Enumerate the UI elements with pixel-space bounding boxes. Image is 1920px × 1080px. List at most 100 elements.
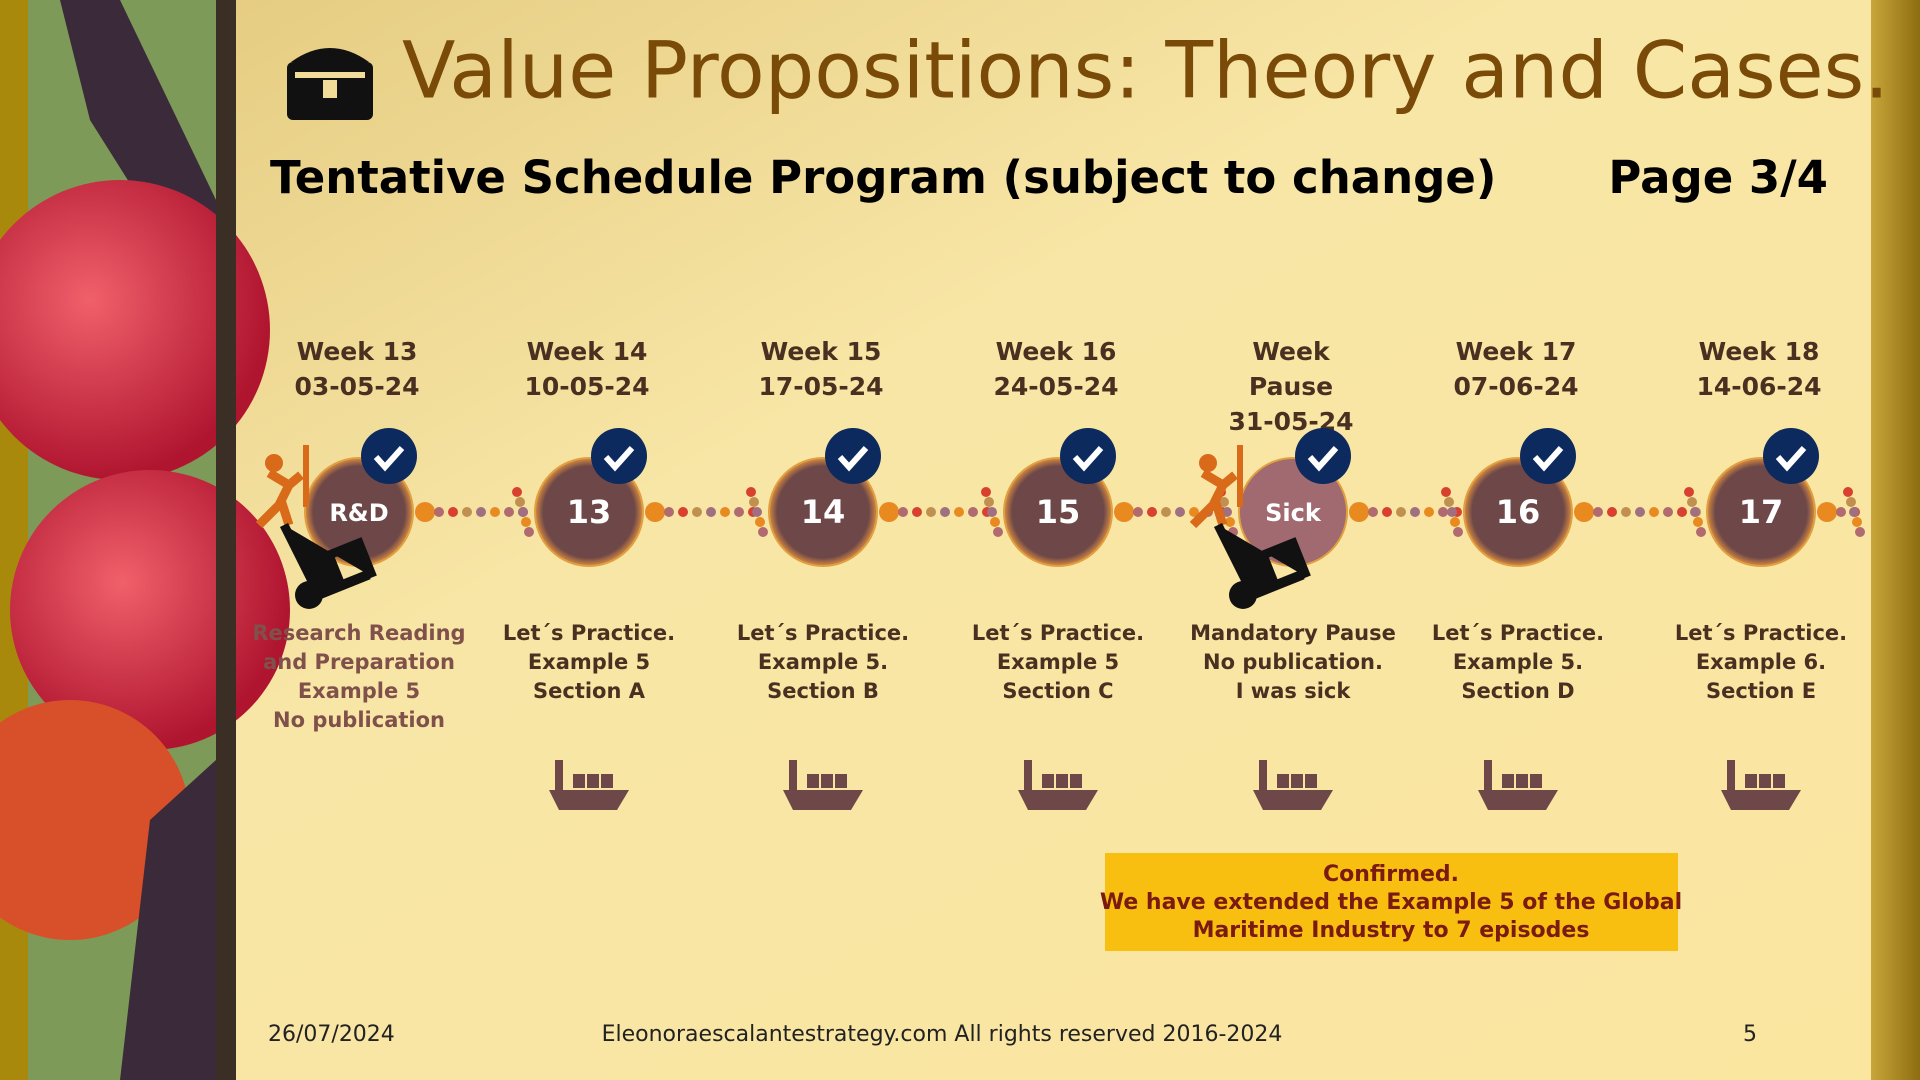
dot	[1424, 507, 1434, 517]
circle-label: 17	[1739, 493, 1784, 531]
dot	[1225, 517, 1235, 527]
description: Let´s Practice.	[972, 621, 1144, 645]
description: Mandatory Pause	[1190, 621, 1396, 645]
dot	[993, 527, 1003, 537]
dot	[1849, 507, 1859, 517]
week-label: 07-06-24	[1453, 372, 1578, 401]
dot	[1574, 502, 1594, 522]
mover-body	[1189, 469, 1238, 529]
description: Section C	[1002, 679, 1113, 703]
ship-hull	[1721, 790, 1801, 810]
dot	[1349, 502, 1369, 522]
side-image	[0, 0, 290, 1080]
dot	[1852, 517, 1862, 527]
ship-icon	[1478, 760, 1558, 810]
circle-label: 13	[567, 493, 612, 531]
check-mark	[1307, 445, 1339, 472]
ship-icon	[1721, 760, 1801, 810]
description: Example 5.	[1453, 650, 1583, 674]
dot	[987, 507, 997, 517]
description: Example 6.	[1696, 650, 1826, 674]
dot	[692, 507, 702, 517]
dot	[1846, 497, 1856, 507]
dot	[1843, 487, 1853, 497]
check-mark	[373, 445, 405, 472]
description: No publication	[273, 708, 445, 732]
description: Let´s Practice.	[503, 621, 675, 645]
dot	[1453, 527, 1463, 537]
week-label: 17-05-24	[758, 372, 883, 401]
dot	[678, 507, 688, 517]
week-label: Week 16	[996, 337, 1117, 366]
mover-head	[265, 454, 283, 472]
note-box	[1105, 853, 1678, 951]
check-badge	[825, 428, 881, 484]
description: Let´s Practice.	[1675, 621, 1847, 645]
week-label: 14-06-24	[1696, 372, 1821, 401]
dot	[1677, 507, 1687, 517]
note-line: Maritime Industry to 7 episodes	[1193, 918, 1590, 943]
mover-icon	[1189, 445, 1311, 609]
dot	[1621, 507, 1631, 517]
ship-cargo	[1056, 774, 1068, 788]
description: I was sick	[1236, 679, 1352, 703]
check-badge	[1295, 428, 1351, 484]
title: Value Propositions: Theory and Cases.	[402, 26, 1889, 116]
footer-date: 26/07/2024	[268, 1022, 395, 1047]
dot	[990, 517, 1000, 527]
dot	[984, 497, 994, 507]
ship-icon	[783, 760, 863, 810]
ship-hull	[549, 790, 629, 810]
dot	[1687, 497, 1697, 507]
dot	[1147, 507, 1157, 517]
dot	[1161, 507, 1171, 517]
dot	[1133, 507, 1143, 517]
dot	[1219, 497, 1229, 507]
dot	[1382, 507, 1392, 517]
dot	[746, 487, 756, 497]
dot	[1693, 517, 1703, 527]
dot	[981, 487, 991, 497]
check-badge	[1060, 428, 1116, 484]
dot	[1189, 507, 1199, 517]
dot	[954, 507, 964, 517]
dot	[1438, 507, 1448, 517]
dot	[1222, 507, 1232, 517]
dot	[1450, 517, 1460, 527]
ship-cargo	[1070, 774, 1082, 788]
description: Example 5	[997, 650, 1119, 674]
dot	[1663, 507, 1673, 517]
dot	[1649, 507, 1659, 517]
week-label: Week	[1252, 337, 1331, 366]
ship-hull	[1478, 790, 1558, 810]
ship-cargo	[1745, 774, 1757, 788]
check-badge	[361, 428, 417, 484]
mover-body	[255, 469, 304, 529]
ship-tower	[1024, 760, 1032, 790]
description: Section B	[767, 679, 879, 703]
dot	[720, 507, 730, 517]
ship-cargo	[601, 774, 613, 788]
week-circle	[534, 457, 644, 567]
description: Section E	[1706, 679, 1816, 703]
description: Let´s Practice.	[1432, 621, 1604, 645]
dot	[1396, 507, 1406, 517]
ship-hull	[1018, 790, 1098, 810]
dot	[1114, 502, 1134, 522]
ship-cargo	[1759, 774, 1771, 788]
dot	[490, 507, 500, 517]
check-badge	[1763, 428, 1819, 484]
ship-icon	[549, 760, 629, 810]
wheel	[1229, 581, 1257, 609]
dot	[706, 507, 716, 517]
description: Section A	[533, 679, 646, 703]
check-badge	[591, 428, 647, 484]
dot	[524, 527, 534, 537]
dot	[1444, 497, 1454, 507]
wheel	[295, 581, 323, 609]
dot	[898, 507, 908, 517]
check-mark	[837, 445, 869, 472]
dot	[1368, 507, 1378, 517]
description: Let´s Practice.	[737, 621, 909, 645]
